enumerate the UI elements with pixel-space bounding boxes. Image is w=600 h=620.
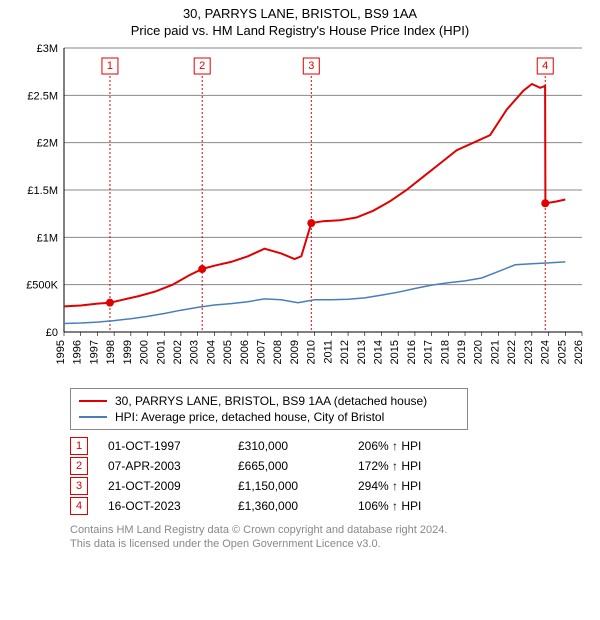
- txn-marker-box: 2: [70, 457, 88, 475]
- svg-text:2009: 2009: [289, 340, 301, 364]
- svg-text:£3M: £3M: [37, 43, 58, 55]
- txn-marker-box: 3: [70, 477, 88, 495]
- svg-text:1: 1: [107, 60, 113, 72]
- txn-date: 01-OCT-1997: [108, 439, 238, 453]
- series-price_paid: [64, 84, 565, 306]
- svg-text:2007: 2007: [256, 340, 268, 364]
- svg-text:2015: 2015: [389, 340, 401, 364]
- legend-box: 30, PARRYS LANE, BRISTOL, BS9 1AA (detac…: [70, 388, 468, 430]
- svg-text:2018: 2018: [439, 340, 451, 364]
- svg-text:2004: 2004: [205, 340, 217, 364]
- svg-text:2013: 2013: [356, 340, 368, 364]
- svg-text:2023: 2023: [523, 340, 535, 364]
- legend-label: 30, PARRYS LANE, BRISTOL, BS9 1AA (detac…: [115, 394, 427, 408]
- txn-marker-box: 1: [70, 437, 88, 455]
- svg-text:£2.5M: £2.5M: [27, 90, 58, 102]
- svg-text:2026: 2026: [573, 340, 585, 364]
- svg-text:2010: 2010: [306, 340, 318, 364]
- txn-row: 1 01-OCT-1997£310,000206% ↑ HPI: [70, 436, 590, 456]
- license-line-2: This data is licensed under the Open Gov…: [70, 538, 590, 552]
- svg-text:£1M: £1M: [37, 232, 58, 244]
- txn-marker: [307, 219, 315, 227]
- chart-svg: £0 £500K £1M £1.5M £2M £2.5M £3M 1995 1996 1997 19…: [10, 42, 590, 382]
- svg-text:2000: 2000: [139, 340, 151, 364]
- svg-text:2020: 2020: [473, 340, 485, 364]
- txn-delta: 294% ↑ HPI: [358, 479, 421, 493]
- svg-text:2001: 2001: [155, 340, 167, 364]
- txn-row: 4 16-OCT-2023£1,360,000106% ↑ HPI: [70, 496, 590, 516]
- svg-text:2012: 2012: [339, 340, 351, 364]
- txn-delta: 206% ↑ HPI: [358, 439, 421, 453]
- svg-text:2019: 2019: [456, 340, 468, 364]
- series-hpi: [64, 262, 565, 324]
- txn-date: 21-OCT-2009: [108, 479, 238, 493]
- svg-text:£500K: £500K: [26, 280, 58, 292]
- license-line-1: Contains HM Land Registry data © Crown c…: [70, 524, 590, 538]
- svg-text:1997: 1997: [88, 340, 100, 364]
- svg-text:£1.5M: £1.5M: [27, 185, 58, 197]
- svg-text:2006: 2006: [239, 340, 251, 364]
- legend-label: HPI: Average price, detached house, City…: [115, 410, 384, 424]
- txn-row: 3 21-OCT-2009£1,150,000294% ↑ HPI: [70, 476, 590, 496]
- svg-text:2021: 2021: [489, 340, 501, 364]
- svg-text:1999: 1999: [122, 340, 134, 364]
- svg-text:2: 2: [199, 60, 205, 72]
- legend-item: HPI: Average price, detached house, City…: [79, 409, 459, 425]
- txn-date: 07-APR-2003: [108, 459, 238, 473]
- svg-text:2016: 2016: [406, 340, 418, 364]
- txn-marker-box: 4: [70, 497, 88, 515]
- transactions-table: 1 01-OCT-1997£310,000206% ↑ HPI 2 07-APR-20…: [70, 436, 590, 516]
- txn-price: £310,000: [238, 439, 358, 453]
- txn-marker: [106, 299, 114, 307]
- page-subtitle: Price paid vs. HM Land Registry's House …: [10, 23, 590, 38]
- txn-delta: 172% ↑ HPI: [358, 459, 421, 473]
- svg-text:1995: 1995: [55, 340, 67, 364]
- svg-text:2014: 2014: [372, 340, 384, 364]
- txn-delta: 106% ↑ HPI: [358, 499, 421, 513]
- license-text: Contains HM Land Registry data © Crown c…: [70, 524, 590, 552]
- legend-swatch: [79, 416, 107, 418]
- legend-item: 30, PARRYS LANE, BRISTOL, BS9 1AA (detac…: [79, 393, 459, 409]
- svg-text:£2M: £2M: [37, 138, 58, 150]
- svg-text:2022: 2022: [506, 340, 518, 364]
- txn-price: £1,150,000: [238, 479, 358, 493]
- svg-text:1996: 1996: [72, 340, 84, 364]
- svg-text:2025: 2025: [556, 340, 568, 364]
- txn-marker: [541, 199, 549, 207]
- svg-text:£0: £0: [46, 327, 58, 339]
- svg-text:2008: 2008: [272, 340, 284, 364]
- svg-text:4: 4: [542, 60, 548, 72]
- txn-price: £1,360,000: [238, 499, 358, 513]
- page-title: 30, PARRYS LANE, BRISTOL, BS9 1AA: [10, 6, 590, 21]
- svg-text:2024: 2024: [540, 340, 552, 364]
- txn-price: £665,000: [238, 459, 358, 473]
- svg-text:2005: 2005: [222, 340, 234, 364]
- svg-text:2002: 2002: [172, 340, 184, 364]
- svg-text:2017: 2017: [423, 340, 435, 364]
- price-chart: £0 £500K £1M £1.5M £2M £2.5M £3M 1995 1996 1997 19…: [10, 42, 590, 382]
- txn-row: 2 07-APR-2003£665,000172% ↑ HPI: [70, 456, 590, 476]
- svg-text:1998: 1998: [105, 340, 117, 364]
- txn-date: 16-OCT-2023: [108, 499, 238, 513]
- svg-text:3: 3: [308, 60, 314, 72]
- legend-swatch: [79, 400, 107, 402]
- txn-marker: [198, 265, 206, 273]
- svg-text:2011: 2011: [322, 340, 334, 364]
- svg-text:2003: 2003: [189, 340, 201, 364]
